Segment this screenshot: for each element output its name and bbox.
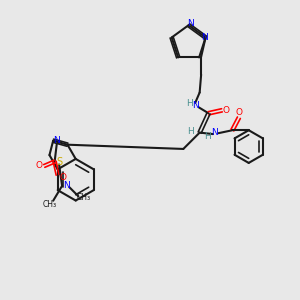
Text: CH₃: CH₃ xyxy=(77,193,91,202)
Text: O: O xyxy=(223,106,230,115)
Text: N: N xyxy=(201,33,208,42)
Text: N: N xyxy=(211,128,218,136)
Text: N: N xyxy=(192,101,199,110)
Text: S: S xyxy=(56,157,62,166)
Text: O: O xyxy=(236,108,242,117)
Text: N: N xyxy=(53,136,60,145)
Text: N: N xyxy=(187,19,194,28)
Text: O: O xyxy=(59,173,67,182)
Text: CH₃: CH₃ xyxy=(43,200,57,209)
Text: N: N xyxy=(63,182,70,190)
Text: H: H xyxy=(205,132,212,141)
Text: O: O xyxy=(35,161,42,170)
Text: H: H xyxy=(188,127,194,136)
Text: H: H xyxy=(186,99,193,108)
